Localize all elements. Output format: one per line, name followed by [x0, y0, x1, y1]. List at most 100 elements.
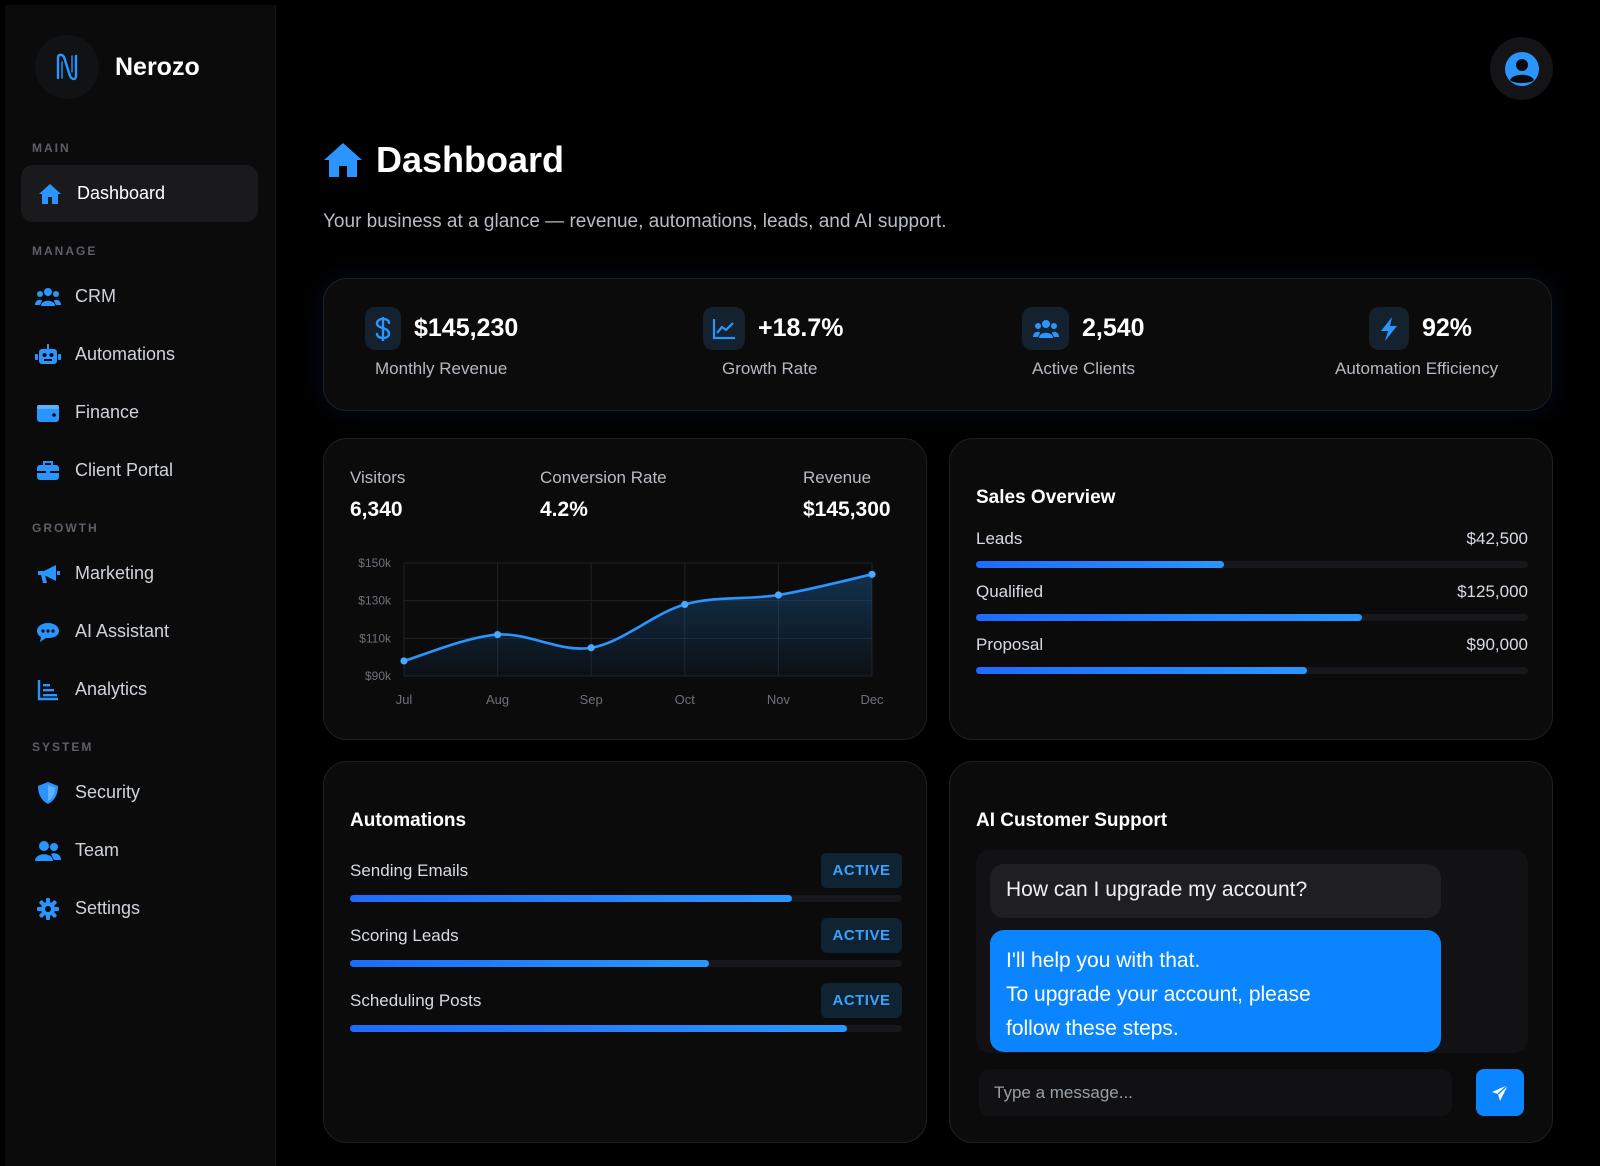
data-point — [400, 657, 408, 665]
sidebar-item-label: Marketing — [75, 563, 155, 583]
ai-support-card: AI Customer Support How can I upgrade my… — [949, 761, 1553, 1143]
sidebar-item-label: Security — [75, 782, 141, 802]
automation-label: Scoring Leads — [350, 925, 459, 945]
send-button[interactable] — [1476, 1069, 1524, 1116]
section-label-main: MAIN — [32, 141, 71, 155]
x-tick-label: Jul — [396, 692, 413, 707]
card-title: Sales Overview — [976, 487, 1116, 508]
status-badge[interactable]: ACTIVE — [821, 918, 902, 953]
sidebar-item-label: Automations — [75, 344, 176, 364]
sales-row-leads: Leads $42,500 — [976, 529, 1528, 568]
chat-messages: How can I upgrade my account? I'll help … — [976, 850, 1528, 1053]
sidebar: Nerozo MAIN Dashboard MANAGE CRM Automat… — [5, 5, 276, 1166]
progress-fill — [350, 960, 709, 967]
stat-revenue: Revenue $145,300 — [803, 468, 891, 522]
row-value: $125,000 — [1457, 582, 1528, 601]
bolt-icon — [1369, 307, 1409, 350]
sidebar-item-settings[interactable]: Settings — [21, 880, 258, 937]
stat-value: 6,340 — [350, 498, 403, 521]
x-tick-label: Aug — [486, 692, 509, 707]
kpi-value: 2,540 — [1082, 314, 1145, 342]
kpi-label: Monthly Revenue — [375, 359, 508, 378]
shield-icon — [35, 780, 61, 806]
row-label: Leads — [976, 529, 1023, 548]
bot-message-bubble: I'll help you with that. To upgrade your… — [990, 930, 1441, 1052]
megaphone-icon — [35, 561, 61, 587]
revenue-area-chart: $150k $130k $110k $90k Jul Aug Sep Oct Nov Dec — [358, 556, 884, 707]
stat-label: Conversion Rate — [540, 468, 667, 487]
progress-fill — [976, 667, 1308, 674]
send-icon — [1492, 1083, 1509, 1101]
sidebar-item-crm[interactable]: CRM — [21, 268, 258, 325]
data-point — [587, 644, 595, 652]
y-tick-label: $90k — [365, 669, 392, 683]
progress-track — [976, 561, 1528, 568]
progress-track — [350, 960, 902, 967]
sidebar-item-label: Team — [75, 840, 120, 860]
kpi-label: Growth Rate — [722, 359, 818, 378]
automations-card: Automations Sending Emails ACTIVE Scorin… — [323, 761, 927, 1143]
progress-fill — [976, 561, 1225, 568]
sidebar-item-label: Settings — [75, 898, 141, 918]
chat-icon — [35, 619, 61, 645]
automation-label: Scheduling Posts — [350, 990, 482, 1010]
user-avatar-button[interactable] — [1490, 37, 1553, 100]
bot-message-line: follow these steps. — [1006, 1017, 1179, 1040]
kpi-automation-efficiency: 92% Automation Efficiency — [1335, 307, 1498, 378]
stat-label: Revenue — [803, 468, 872, 487]
bot-message-line: To upgrade your account, please — [1006, 983, 1311, 1006]
sidebar-item-ai-assistant[interactable]: AI Assistant — [21, 603, 258, 660]
sidebar-item-finance[interactable]: Finance — [21, 384, 258, 441]
sidebar-item-client-portal[interactable]: Client Portal — [21, 442, 258, 499]
sidebar-item-label: CRM — [75, 286, 116, 306]
sidebar-item-security[interactable]: Security — [21, 764, 258, 821]
message-input[interactable] — [979, 1069, 1452, 1116]
sidebar-item-label: AI Assistant — [75, 621, 170, 641]
sidebar-item-dashboard[interactable]: Dashboard — [21, 165, 258, 222]
card-title: AI Customer Support — [976, 810, 1168, 831]
progress-track — [976, 667, 1528, 674]
user-circle-icon — [1504, 51, 1539, 86]
sidebar-item-automations[interactable]: Automations — [21, 326, 258, 383]
progress-track — [350, 895, 902, 902]
row-value: $90,000 — [1466, 635, 1528, 654]
kpi-monthly-revenue: $145,230 Monthly Revenue — [365, 307, 518, 378]
kpi-value: 92% — [1422, 314, 1473, 342]
stat-value: 4.2% — [540, 498, 588, 521]
sidebar-item-label: Analytics — [75, 679, 148, 699]
robot-icon — [35, 342, 61, 368]
brand[interactable]: Nerozo — [35, 35, 200, 99]
stat-visitors: Visitors 6,340 — [350, 468, 405, 522]
sidebar-item-label: Finance — [75, 402, 140, 422]
traffic-card: Visitors 6,340 Conversion Rate 4.2% Reve… — [323, 438, 927, 740]
progress-fill — [976, 614, 1363, 621]
y-tick-label: $110k — [359, 631, 392, 645]
data-point — [774, 591, 782, 599]
status-badge[interactable]: ACTIVE — [821, 983, 902, 1018]
briefcase-icon — [35, 458, 61, 484]
users-icon — [35, 284, 61, 310]
stat-value: $145,300 — [803, 498, 891, 521]
stat-label: Visitors — [350, 468, 406, 487]
sidebar-item-analytics[interactable]: Analytics — [21, 661, 258, 718]
status-badge[interactable]: ACTIVE — [821, 853, 902, 888]
kpi-label: Active Clients — [1032, 359, 1135, 378]
bot-message-line: I'll help you with that. — [1006, 949, 1201, 972]
series-line — [403, 573, 873, 663]
dollar-icon — [365, 307, 401, 350]
stat-conversion-rate: Conversion Rate 4.2% — [540, 468, 667, 522]
sidebar-item-team[interactable]: Team — [21, 822, 258, 879]
sidebar-item-marketing[interactable]: Marketing — [21, 545, 258, 602]
sales-row-qualified: Qualified $125,000 — [976, 582, 1528, 621]
progress-track — [976, 614, 1528, 621]
section-label-growth: GROWTH — [32, 521, 99, 535]
automation-label: Sending Emails — [350, 860, 469, 880]
row-label: Proposal — [976, 635, 1044, 654]
sales-row-proposal: Proposal $90,000 — [976, 635, 1528, 674]
progress-fill — [350, 895, 792, 902]
home-icon — [37, 181, 63, 207]
kpi-active-clients: 2,540 Active Clients — [1022, 307, 1145, 378]
section-label-system: SYSTEM — [32, 740, 94, 754]
y-tick-label: $130k — [358, 594, 392, 608]
y-tick-label: $150k — [358, 556, 392, 570]
